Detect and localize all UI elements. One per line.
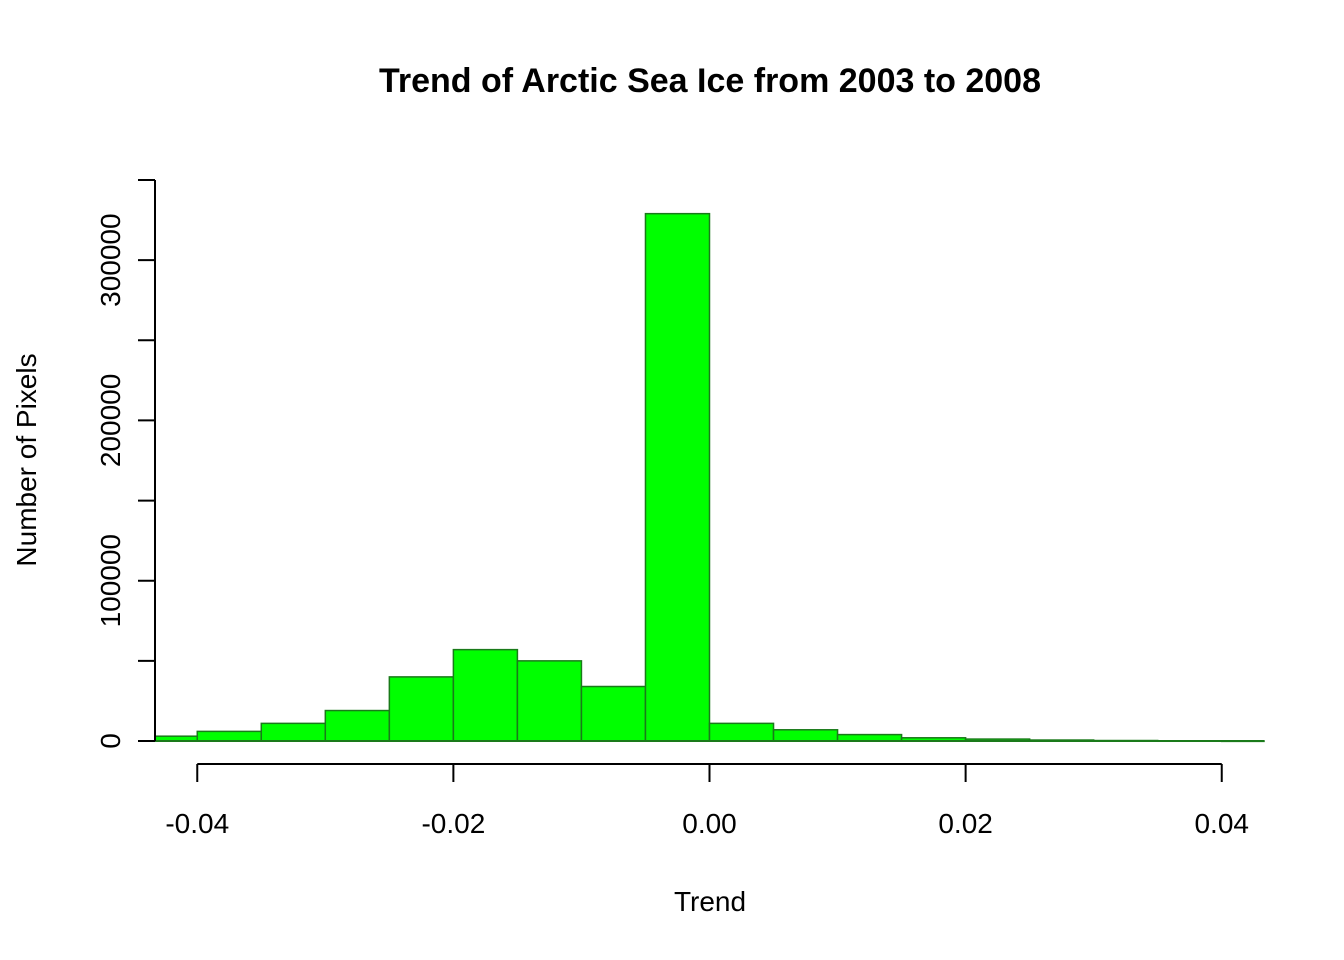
y-tick-label: 300000 (95, 213, 126, 306)
y-tick-label: 0 (95, 733, 126, 749)
x-tick-label: 0.02 (938, 808, 993, 839)
histogram-bar (580, 685, 647, 742)
x-tick-label: 0.00 (682, 808, 737, 839)
x-tick-label: -0.02 (421, 808, 485, 839)
y-axis: 0 100000 200000 300000 (95, 179, 156, 749)
histogram-bar (260, 722, 327, 742)
histogram-bar (708, 722, 775, 742)
y-axis-label: Number of Pixels (11, 353, 42, 566)
y-tick-label: 200000 (95, 374, 126, 467)
y-tick-label: 100000 (95, 534, 126, 627)
x-axis: -0.04 -0.02 0.00 0.02 0.04 (165, 763, 1249, 839)
histogram-bar (772, 729, 839, 742)
histogram-bar (196, 730, 263, 742)
x-axis-label: Trend (674, 886, 746, 917)
histogram-bars (154, 212, 1265, 743)
histogram-bar (516, 660, 583, 742)
histogram-bar (644, 212, 711, 742)
histogram-bar (388, 676, 455, 742)
histogram-bar (452, 648, 519, 742)
histogram-bar (324, 709, 391, 742)
x-tick-label: 0.04 (1194, 808, 1249, 839)
x-tick-label: -0.04 (165, 808, 229, 839)
chart-title: Trend of Arctic Sea Ice from 2003 to 200… (379, 62, 1041, 100)
